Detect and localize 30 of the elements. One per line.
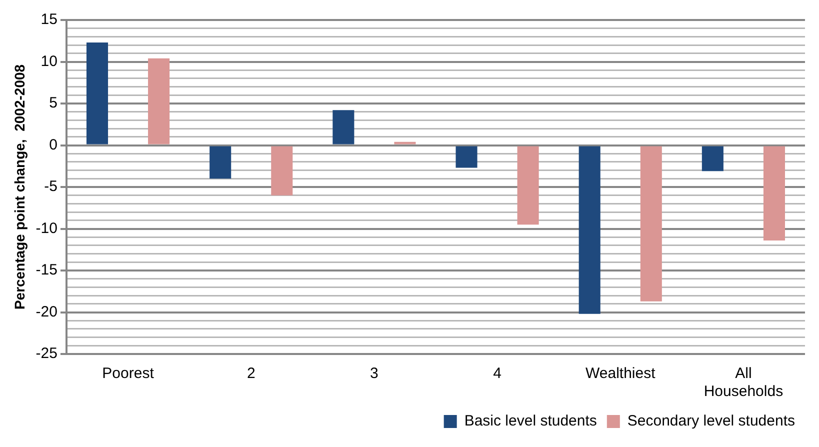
y-tick-label: 10 xyxy=(40,52,58,70)
bar xyxy=(702,146,724,172)
x-tick-label: 4 xyxy=(493,365,502,382)
bar xyxy=(148,58,170,144)
x-tick-label: Poorest xyxy=(102,365,155,382)
y-tick-label: -10 xyxy=(36,220,58,237)
bar xyxy=(86,42,108,144)
y-tick-label: 15 xyxy=(40,11,58,28)
bar xyxy=(578,146,600,314)
bar xyxy=(394,142,416,144)
x-tick-label: 3 xyxy=(370,365,378,382)
bar xyxy=(456,146,478,168)
bar xyxy=(517,146,539,225)
legend-label: Secondary level students xyxy=(627,412,796,430)
y-tick-label: -25 xyxy=(36,345,58,362)
y-tick-label: 5 xyxy=(49,94,58,112)
bar xyxy=(640,146,662,302)
x-tick-label: 2 xyxy=(246,365,256,382)
y-tick-label: -20 xyxy=(36,303,58,320)
y-tick-label: -15 xyxy=(36,262,58,279)
y-axis-title: Percentage point change, 2002-2008 xyxy=(11,64,28,310)
bar xyxy=(332,110,354,144)
bar xyxy=(210,146,232,179)
y-tick-label: -5 xyxy=(44,178,58,196)
x-tick-label: Wealthiest xyxy=(585,365,656,382)
y-tick-label: 0 xyxy=(49,136,58,154)
legend-label: Basic level students xyxy=(464,412,597,430)
x-tick-label: All Households xyxy=(704,365,784,400)
bar xyxy=(763,146,785,240)
bar xyxy=(271,146,293,196)
